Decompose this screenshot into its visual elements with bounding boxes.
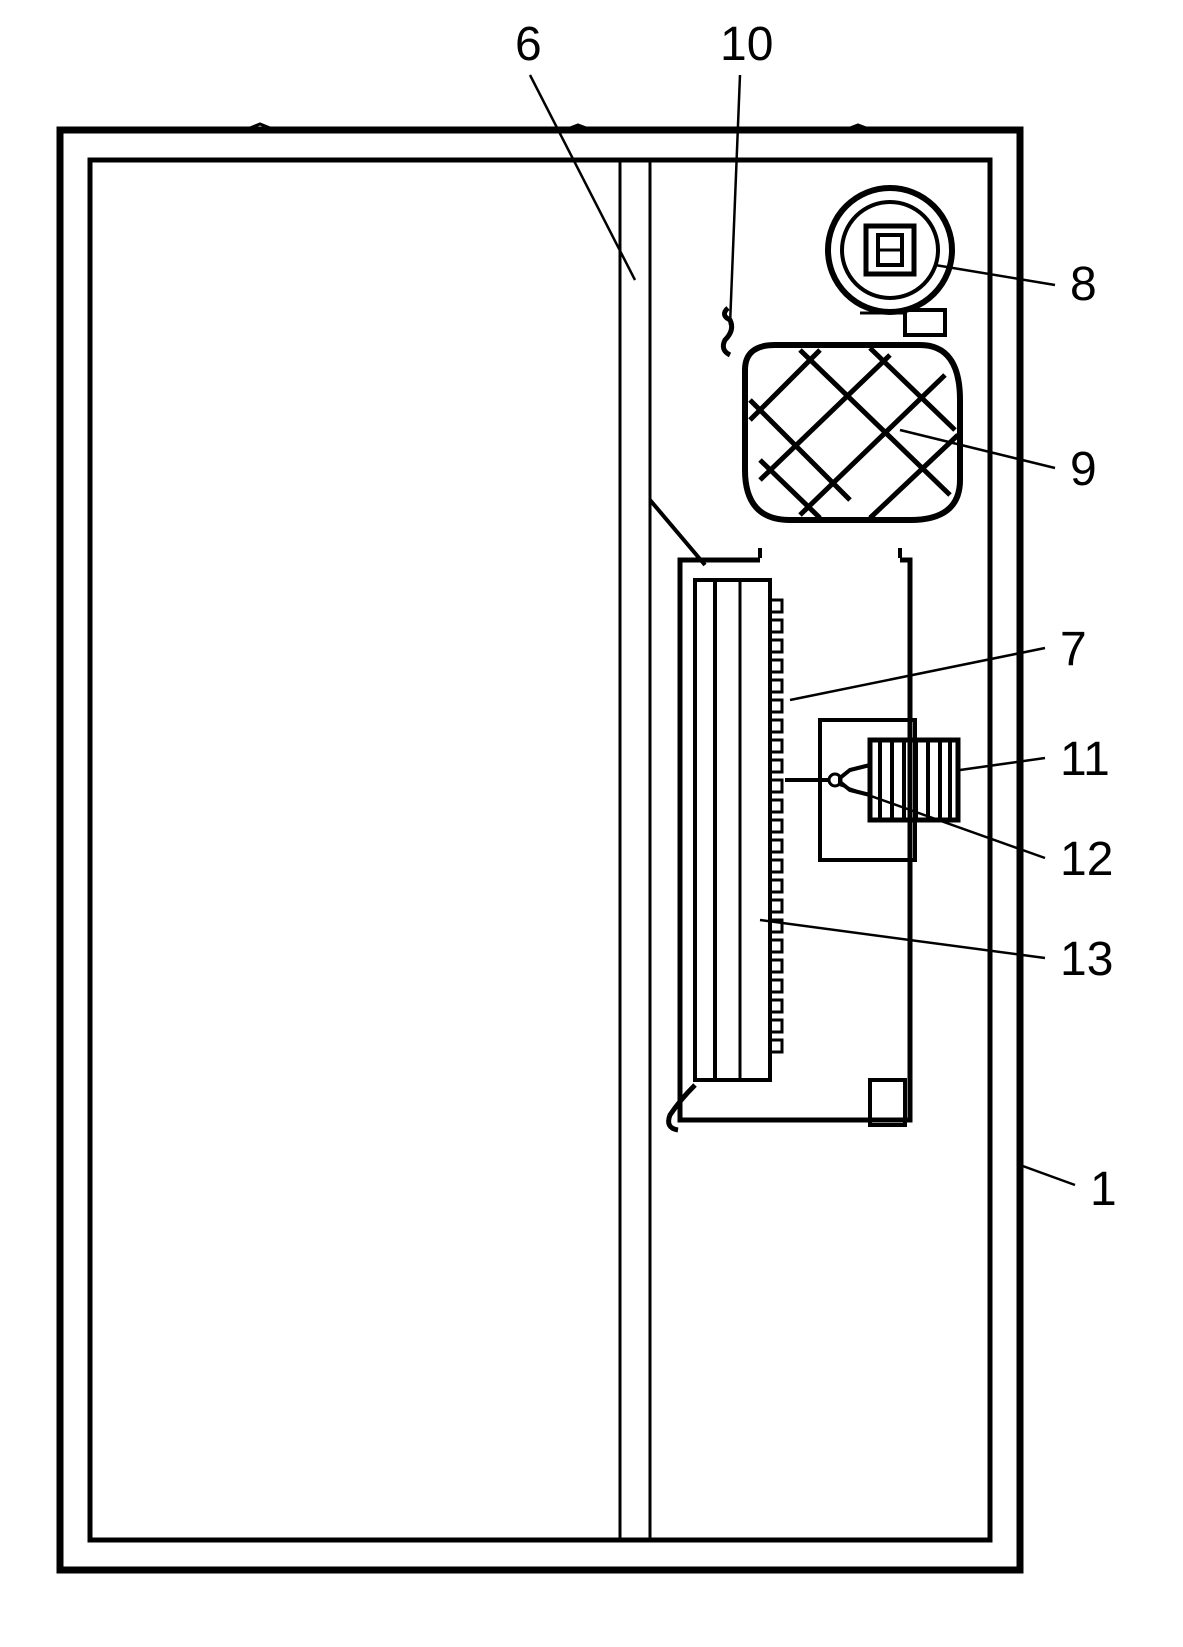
technical-diagram: 6 10 8 9 7 11 12 13 1 [0,0,1183,1647]
label-6: 6 [515,18,542,71]
inner-frame [90,160,990,1540]
label-12: 12 [1060,833,1113,886]
component-9 [745,345,960,520]
diagram-container: 6 10 8 9 7 11 12 13 1 [0,0,1183,1647]
label-7: 7 [1060,623,1087,676]
component-8 [828,188,952,335]
left-edge-texture [58,300,62,1300]
leader-lines [530,75,1075,1185]
angle-wire-top [650,500,705,565]
label-13: 13 [1060,933,1113,986]
label-10: 10 [720,18,773,71]
motor-component [785,720,958,860]
pcb-board [695,580,782,1080]
label-8: 8 [1070,258,1097,311]
label-1: 1 [1090,1163,1117,1216]
label-11: 11 [1060,733,1110,786]
label-9: 9 [1070,443,1097,496]
